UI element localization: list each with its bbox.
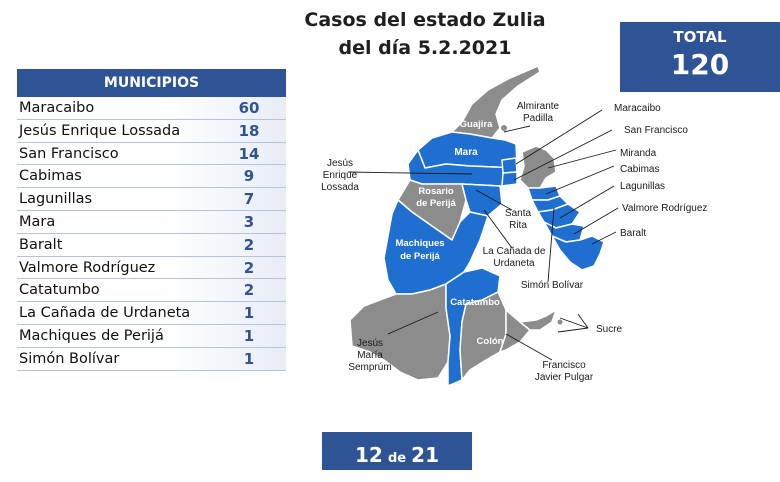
municipio-name: Simón Bolívar <box>19 350 120 367</box>
callout-miranda: Miranda <box>620 148 657 159</box>
callout-valmore: Valmore Rodríguez <box>622 203 707 214</box>
municipio-name: Mara <box>19 213 56 230</box>
title-line-2: del día 5.2.2021 <box>338 37 512 59</box>
total-value: 120 <box>670 48 730 81</box>
callout-almirante-1: Almirante <box>517 101 560 112</box>
region-baralt <box>551 235 605 271</box>
region-maracaibo <box>501 157 518 174</box>
label-guajira: Guajira <box>460 119 493 130</box>
region-colon <box>459 291 507 381</box>
callout-jesus-enrique-1: Jesús <box>327 158 353 169</box>
municipio-count: 18 <box>238 121 260 140</box>
municipio-count: 1 <box>243 349 255 368</box>
region-jesus-maria-semprum <box>349 283 451 381</box>
table-row: San Francisco 14 <box>17 142 286 166</box>
label-catatumbo: Catatumbo <box>450 297 500 308</box>
municipio-count: 2 <box>243 258 255 277</box>
callout-jesus-maria-3: Semprúm <box>348 362 391 373</box>
page-indicator: 12 de 21 <box>322 432 472 470</box>
callout-sucre: Sucre <box>596 324 623 335</box>
callout-simon-bolivar: Simón Bolívar <box>521 280 584 291</box>
label-rosario-1: Rosario <box>418 186 454 197</box>
callout-lagunillas: Lagunillas <box>620 181 665 192</box>
leader-lines <box>347 109 619 361</box>
table-row: La Cañada de Urdaneta 1 <box>17 302 286 325</box>
callout-baralt: Baralt <box>620 228 646 239</box>
callout-jesus-maria-1: Jesús <box>357 338 383 349</box>
municipio-name: La Cañada de Urdaneta <box>19 305 191 322</box>
page-of: de <box>387 451 407 466</box>
municipio-name: Lagunillas <box>19 191 93 208</box>
municipio-name: Jesús Enrique Lossada <box>19 122 181 139</box>
callout-almirante-2: Padilla <box>523 113 553 124</box>
municipio-name: Valmore Rodríguez <box>19 259 156 276</box>
municipio-name: Maracaibo <box>19 100 95 116</box>
page-title: Casos del estado Zulia del día 5.2.2021 <box>250 6 600 62</box>
callout-santa-rita-1: Santa <box>505 208 532 219</box>
table-row: Baralt 2 <box>17 233 286 257</box>
callout-jesus-enrique-3: Lossada <box>321 182 359 193</box>
municipio-count: 3 <box>243 212 255 231</box>
table-row: Catatumbo 2 <box>17 279 286 303</box>
table-row: Valmore Rodríguez 2 <box>17 256 286 280</box>
table-row: Jesús Enrique Lossada 18 <box>17 119 286 143</box>
municipio-name: San Francisco <box>19 145 119 162</box>
municipio-count: 1 <box>243 304 255 323</box>
callout-jesus-maria-2: María <box>357 350 383 361</box>
callout-cabimas: Cabimas <box>620 164 659 175</box>
municipio-count: 2 <box>243 281 255 300</box>
callout-francisco-2: Javier Pulgar <box>535 372 594 383</box>
municipios-table: MUNICIPIOS Maracaibo 60 Jesús Enrique Los… <box>17 69 286 371</box>
total-label: TOTAL <box>673 28 727 46</box>
municipio-name: Baralt <box>19 236 63 253</box>
region-miranda <box>519 145 557 189</box>
callout-jesus-enrique-2: Enrique <box>323 170 358 181</box>
label-mara: Mara <box>454 147 478 158</box>
municipio-count: 60 <box>238 99 260 117</box>
label-machiques-2: de Perijá <box>400 251 440 262</box>
table-row: Simón Bolívar 1 <box>17 347 286 371</box>
callout-canada-1: La Cañada de <box>483 246 546 257</box>
table-row: Machiques de Perijá 1 <box>17 324 286 348</box>
municipio-name: Cabimas <box>19 168 82 185</box>
label-colon: Colón <box>477 336 504 347</box>
table-row: Mara 3 <box>17 210 286 234</box>
page-current: 12 <box>355 443 383 467</box>
municipio-count: 2 <box>243 235 255 254</box>
total-box: TOTAL 120 <box>620 22 780 92</box>
island-shape <box>557 319 563 325</box>
region-sucre <box>519 309 557 331</box>
region-canada <box>461 183 503 217</box>
municipio-count: 1 <box>243 326 255 345</box>
callout-maracaibo: Maracaibo <box>614 103 661 114</box>
table-header: MUNICIPIOS <box>17 69 286 97</box>
table-row: Maracaibo 60 <box>17 97 286 120</box>
label-rosario-2: de Perijá <box>416 198 456 209</box>
table-row: Lagunillas 7 <box>17 188 286 211</box>
municipio-name: Catatumbo <box>19 282 100 299</box>
page-total: 21 <box>411 443 439 467</box>
municipio-count: 7 <box>243 190 255 209</box>
region-san-francisco <box>501 171 518 187</box>
callout-san-francisco: San Francisco <box>624 125 688 136</box>
callout-francisco-1: Francisco <box>542 360 586 371</box>
island-shape <box>501 125 507 131</box>
zulia-map: Guajira Mara Rosario de Perijá Machiques… <box>321 65 707 387</box>
municipio-count: 9 <box>243 167 255 186</box>
callout-santa-rita-2: Rita <box>509 220 527 231</box>
callout-canada-2: Urdaneta <box>493 258 535 269</box>
title-line-1: Casos del estado Zulia <box>304 9 546 31</box>
municipio-name: Machiques de Perijá <box>19 327 164 344</box>
municipio-count: 14 <box>238 144 260 163</box>
table-row: Cabimas 9 <box>17 165 286 189</box>
label-machiques-1: Machiques <box>395 238 444 249</box>
